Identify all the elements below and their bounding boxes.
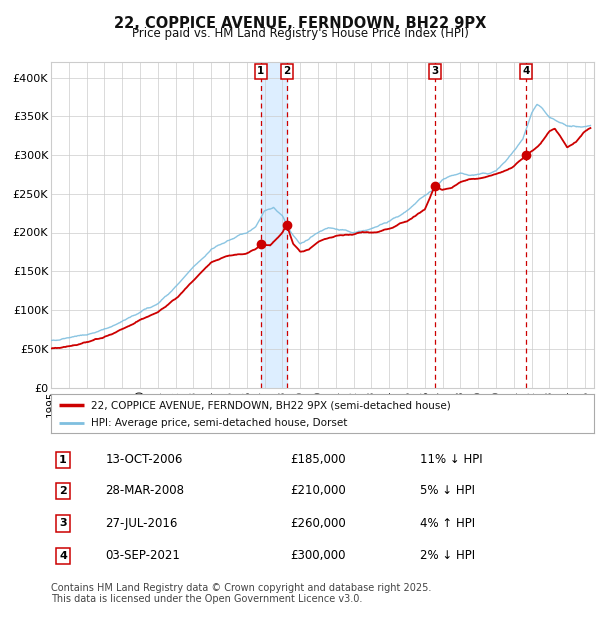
Text: 27-JUL-2016: 27-JUL-2016 bbox=[106, 517, 178, 530]
Text: £185,000: £185,000 bbox=[290, 453, 346, 466]
Text: £260,000: £260,000 bbox=[290, 517, 346, 530]
Text: 03-SEP-2021: 03-SEP-2021 bbox=[106, 549, 180, 562]
Text: 22, COPPICE AVENUE, FERNDOWN, BH22 9PX (semi-detached house): 22, COPPICE AVENUE, FERNDOWN, BH22 9PX (… bbox=[91, 400, 451, 410]
Text: 4: 4 bbox=[59, 551, 67, 561]
Text: 2: 2 bbox=[283, 66, 290, 76]
Text: 22, COPPICE AVENUE, FERNDOWN, BH22 9PX: 22, COPPICE AVENUE, FERNDOWN, BH22 9PX bbox=[114, 16, 486, 30]
Text: 1: 1 bbox=[59, 455, 67, 465]
Text: 28-MAR-2008: 28-MAR-2008 bbox=[106, 484, 184, 497]
Text: Price paid vs. HM Land Registry's House Price Index (HPI): Price paid vs. HM Land Registry's House … bbox=[131, 27, 469, 40]
Text: 3: 3 bbox=[431, 66, 439, 76]
Text: Contains HM Land Registry data © Crown copyright and database right 2025.: Contains HM Land Registry data © Crown c… bbox=[51, 583, 431, 593]
Text: HPI: Average price, semi-detached house, Dorset: HPI: Average price, semi-detached house,… bbox=[91, 418, 347, 428]
Text: 4% ↑ HPI: 4% ↑ HPI bbox=[420, 517, 475, 530]
Text: 2% ↓ HPI: 2% ↓ HPI bbox=[420, 549, 475, 562]
Text: This data is licensed under the Open Government Licence v3.0.: This data is licensed under the Open Gov… bbox=[51, 594, 362, 604]
Text: £210,000: £210,000 bbox=[290, 484, 346, 497]
Text: 2: 2 bbox=[59, 486, 67, 496]
Text: £300,000: £300,000 bbox=[290, 549, 346, 562]
Bar bbox=[261, 62, 287, 388]
Text: 1: 1 bbox=[257, 66, 265, 76]
Text: 5% ↓ HPI: 5% ↓ HPI bbox=[420, 484, 475, 497]
Text: 4: 4 bbox=[522, 66, 530, 76]
Text: 11% ↓ HPI: 11% ↓ HPI bbox=[420, 453, 483, 466]
Text: 13-OCT-2006: 13-OCT-2006 bbox=[106, 453, 182, 466]
Text: 3: 3 bbox=[59, 518, 67, 528]
